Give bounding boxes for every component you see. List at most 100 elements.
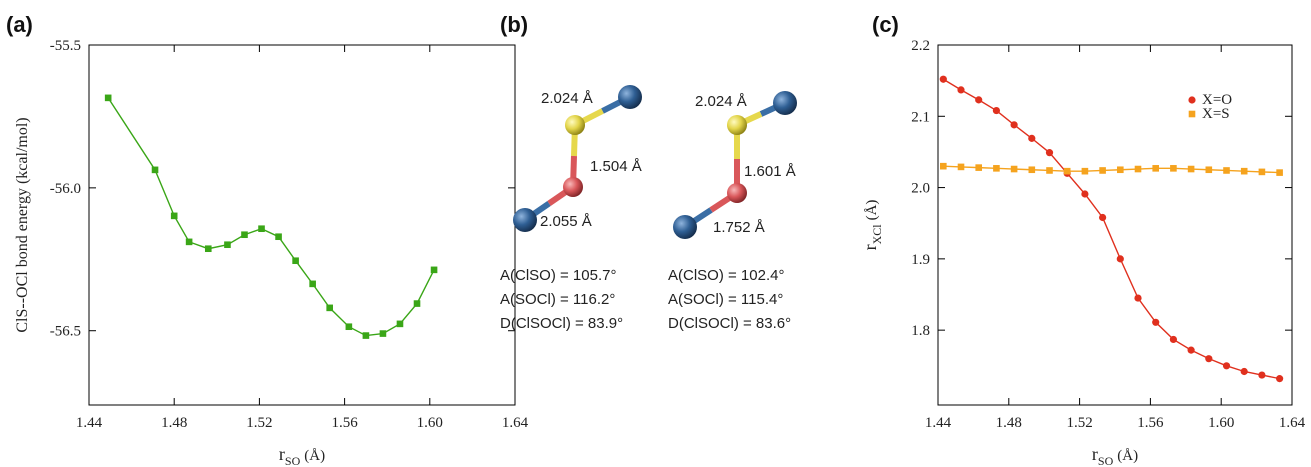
atom xyxy=(565,115,585,135)
data-point xyxy=(1258,371,1265,378)
data-point xyxy=(1011,166,1018,173)
data-point xyxy=(1188,166,1195,173)
data-point xyxy=(275,233,282,240)
data-point xyxy=(1082,168,1089,175)
x-tick-label: 1.56 xyxy=(1137,415,1164,431)
data-point xyxy=(1223,362,1230,369)
data-point xyxy=(1152,165,1159,172)
data-point xyxy=(1276,375,1283,382)
x-tick-label: 1.48 xyxy=(996,415,1022,431)
x-label-sub: SO xyxy=(285,454,301,467)
page: {"chart_data": [ {"type": "line", "panel… xyxy=(0,0,1311,467)
data-point xyxy=(224,241,231,248)
data-point xyxy=(1099,214,1106,221)
data-point xyxy=(258,225,265,232)
bond-label: 1.504 Å xyxy=(590,158,642,175)
panel-label: (a) xyxy=(6,12,33,37)
bond-label: 2.055 Å xyxy=(540,213,592,230)
y-axis-label: rXCl(Å) xyxy=(860,200,884,251)
data-point xyxy=(1011,121,1018,128)
x-label-sub: SO xyxy=(1098,454,1114,467)
y-label-sub: XCl xyxy=(870,224,884,245)
y-tick-label: 2.2 xyxy=(911,38,930,54)
y-label-unit: (Å) xyxy=(864,200,880,221)
legend-label: X=S xyxy=(1202,106,1230,122)
atom xyxy=(563,177,583,197)
y-label-main: ClS--OCl bond energy (kcal/mol) xyxy=(14,117,31,332)
y-tick-label: 2.0 xyxy=(911,181,930,197)
plot-area xyxy=(940,76,1283,383)
data-point xyxy=(152,167,159,174)
data-point xyxy=(975,96,982,103)
figure: (a) 1.44 1.48 1.52 1.56 1.60 1.64 -56.5 -56.0 -55… xyxy=(0,0,1311,467)
data-point xyxy=(171,213,178,220)
data-point xyxy=(1205,355,1212,362)
x-tick-label: 1.48 xyxy=(161,415,187,431)
y-tick-label: -56.0 xyxy=(50,181,81,197)
atom xyxy=(618,85,642,109)
data-point xyxy=(1099,167,1106,174)
data-point xyxy=(1206,166,1213,173)
data-point xyxy=(1241,368,1248,375)
data-point xyxy=(1028,135,1035,142)
bond-label: 2.024 Å xyxy=(695,93,747,110)
data-point xyxy=(186,239,193,246)
data-point xyxy=(292,257,299,264)
data-point xyxy=(326,305,333,312)
data-point xyxy=(1046,167,1053,174)
atom xyxy=(727,115,747,135)
geometry-label: A(ClSO) = 105.7° xyxy=(500,267,616,284)
x-axis-label: rSO(Å) xyxy=(279,444,325,467)
data-point xyxy=(1064,168,1071,175)
y-tick-label: -56.5 xyxy=(50,324,81,340)
data-point xyxy=(1117,166,1124,173)
x-label-unit: (Å) xyxy=(304,448,325,464)
legend-marker xyxy=(1189,111,1196,118)
data-point xyxy=(1241,168,1248,175)
x-label-unit: (Å) xyxy=(1117,448,1138,464)
geometry-label: A(SOCl) = 116.2° xyxy=(500,291,615,308)
y-axis-label: ClS--OCl bond energy (kcal/mol) xyxy=(14,117,31,332)
data-point xyxy=(1188,347,1195,354)
data-point xyxy=(940,163,947,170)
panel-label: (b) xyxy=(500,12,528,37)
x-tick-label: 1.44 xyxy=(925,415,952,431)
y-tick-label: 1.9 xyxy=(911,252,930,268)
x-tick-label: 1.44 xyxy=(76,415,103,431)
plot-area xyxy=(105,95,437,339)
geometry-label: A(ClSO) = 102.4° xyxy=(668,267,784,284)
y-tick-label: -55.5 xyxy=(50,38,81,54)
data-point xyxy=(1152,319,1159,326)
x-tick-label: 1.56 xyxy=(331,415,358,431)
x-tick-label: 1.52 xyxy=(246,415,272,431)
data-point xyxy=(1259,169,1266,176)
data-point xyxy=(1117,255,1124,262)
data-point xyxy=(1135,166,1142,173)
data-point xyxy=(1276,169,1283,176)
x-tick-label: 1.60 xyxy=(417,415,443,431)
atom xyxy=(773,91,797,115)
data-point xyxy=(1029,166,1036,173)
data-point xyxy=(363,332,370,339)
x-tick-label: 1.64 xyxy=(502,415,529,431)
data-point xyxy=(1134,294,1141,301)
atom xyxy=(673,215,697,239)
data-point xyxy=(957,86,964,93)
x-tick-label: 1.64 xyxy=(1279,415,1306,431)
data-point xyxy=(940,76,947,83)
data-point xyxy=(958,164,965,171)
plot-frame xyxy=(89,45,515,405)
bond-label: 2.024 Å xyxy=(541,90,593,107)
data-point xyxy=(241,231,248,238)
data-point xyxy=(1170,336,1177,343)
plot-frame xyxy=(938,45,1292,405)
data-point xyxy=(309,281,316,288)
series-line xyxy=(108,98,434,336)
data-point xyxy=(397,321,404,328)
bond-label: 1.752 Å xyxy=(713,219,765,236)
data-point xyxy=(1081,190,1088,197)
data-point xyxy=(346,323,353,330)
data-point xyxy=(993,165,1000,172)
data-point xyxy=(1046,149,1053,156)
data-point xyxy=(975,164,982,171)
